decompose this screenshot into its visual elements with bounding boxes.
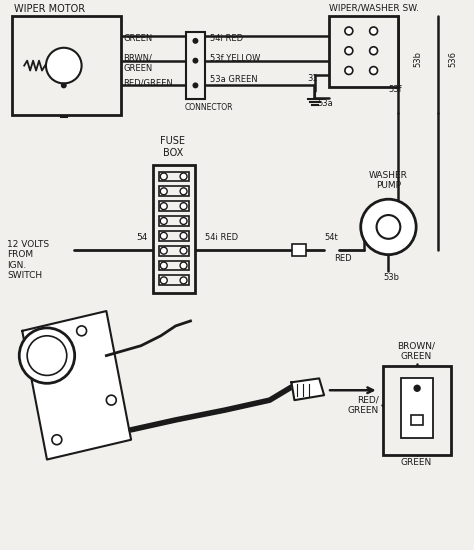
Bar — [159, 172, 189, 182]
Bar — [411, 415, 423, 425]
Bar — [329, 16, 398, 87]
Text: 53b: 53b — [383, 273, 400, 283]
Circle shape — [180, 188, 187, 195]
Circle shape — [19, 328, 75, 383]
Text: RED: RED — [334, 254, 352, 263]
Text: BROWN/
GREEN: BROWN/ GREEN — [397, 341, 435, 361]
Circle shape — [192, 82, 199, 89]
Circle shape — [192, 58, 199, 64]
Text: 54i RED: 54i RED — [205, 233, 238, 242]
Circle shape — [180, 232, 187, 239]
Circle shape — [180, 262, 187, 269]
Bar — [159, 216, 189, 226]
Text: GREEN: GREEN — [401, 458, 432, 466]
Circle shape — [180, 247, 187, 254]
Circle shape — [192, 38, 199, 44]
Text: 54: 54 — [136, 233, 147, 242]
Text: RED/GREEN: RED/GREEN — [123, 79, 173, 87]
Circle shape — [160, 188, 167, 195]
Polygon shape — [292, 378, 324, 400]
Circle shape — [361, 199, 416, 255]
Text: FUSE
BOX: FUSE BOX — [160, 136, 185, 158]
Circle shape — [180, 173, 187, 180]
Circle shape — [414, 386, 420, 391]
Circle shape — [160, 218, 167, 224]
Circle shape — [52, 435, 62, 445]
Circle shape — [370, 47, 378, 54]
Text: WIPER/WASHER SW.: WIPER/WASHER SW. — [329, 3, 419, 12]
Circle shape — [370, 27, 378, 35]
Circle shape — [345, 27, 353, 35]
Text: 53b: 53b — [414, 51, 423, 67]
Text: 12 VOLTS
FROM
IGN.
SWITCH: 12 VOLTS FROM IGN. SWITCH — [8, 240, 49, 280]
Bar — [185, 32, 205, 99]
Circle shape — [160, 277, 167, 284]
Circle shape — [77, 326, 87, 336]
Circle shape — [106, 395, 116, 405]
Circle shape — [160, 247, 167, 254]
Text: GREEN: GREEN — [123, 34, 153, 43]
Text: 53a: 53a — [317, 99, 333, 108]
Text: WASHER
PUMP: WASHER PUMP — [369, 171, 408, 190]
Circle shape — [180, 277, 187, 284]
Circle shape — [180, 203, 187, 210]
Text: 53f: 53f — [388, 85, 402, 95]
Bar — [292, 244, 306, 256]
Text: 536: 536 — [448, 51, 457, 67]
Circle shape — [27, 336, 67, 376]
Circle shape — [345, 47, 353, 54]
Circle shape — [370, 67, 378, 74]
Circle shape — [160, 232, 167, 239]
Bar — [159, 246, 189, 256]
Circle shape — [160, 203, 167, 210]
Bar — [12, 16, 121, 115]
Circle shape — [160, 173, 167, 180]
Bar — [401, 378, 433, 438]
Circle shape — [376, 215, 401, 239]
Text: 53f YELLOW: 53f YELLOW — [210, 54, 261, 63]
Text: 53a GREEN: 53a GREEN — [210, 75, 258, 85]
Text: CONNECTOR: CONNECTOR — [184, 103, 233, 112]
Text: 31: 31 — [307, 74, 318, 82]
Bar — [159, 201, 189, 211]
Bar — [159, 261, 189, 271]
Circle shape — [46, 48, 82, 84]
Text: RED/
GREEN: RED/ GREEN — [347, 395, 379, 415]
Polygon shape — [22, 311, 131, 460]
Bar — [159, 186, 189, 196]
Bar — [159, 276, 189, 285]
Text: WIPER MOTOR: WIPER MOTOR — [14, 4, 85, 14]
Circle shape — [160, 262, 167, 269]
Bar — [383, 366, 451, 455]
Text: BRWN/
GREEN: BRWN/ GREEN — [123, 54, 153, 73]
Circle shape — [345, 67, 353, 74]
Text: 54t: 54t — [324, 233, 338, 242]
Bar — [153, 164, 195, 293]
Bar — [159, 231, 189, 241]
Circle shape — [61, 82, 67, 89]
Text: 54i RED: 54i RED — [210, 34, 244, 43]
Circle shape — [180, 218, 187, 224]
